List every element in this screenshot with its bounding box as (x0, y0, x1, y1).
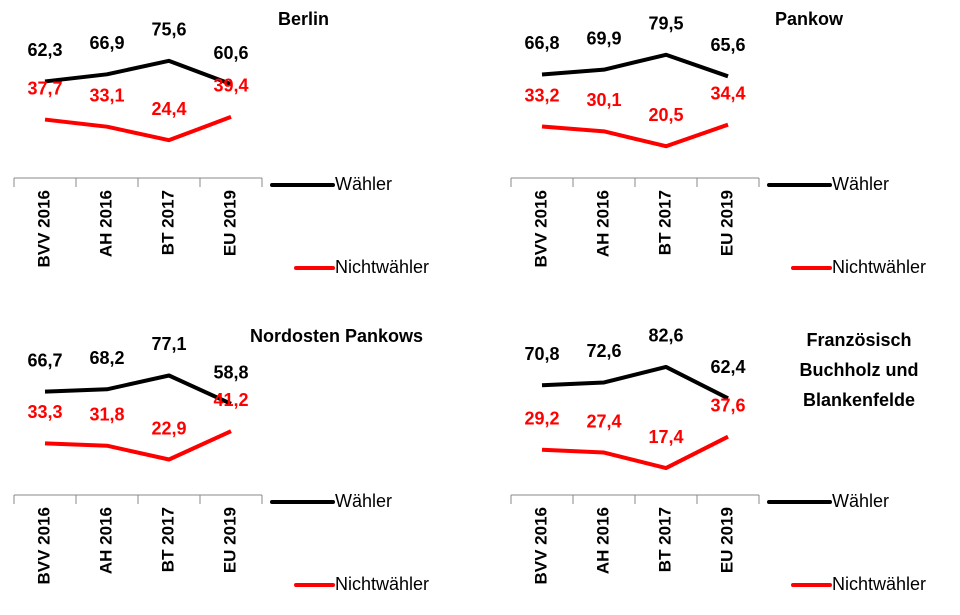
series-line (44, 115, 232, 143)
data-label: 79,5 (648, 14, 683, 34)
data-label: 82,6 (648, 326, 683, 346)
x-tick-label: BVV 2016 (34, 507, 53, 585)
data-label: 20,5 (648, 105, 683, 125)
legend-label: Wähler (832, 174, 889, 194)
chart-title: Französisch (806, 330, 911, 350)
data-label: 27,4 (586, 411, 621, 431)
data-label: 62,4 (710, 357, 745, 377)
chart-title: Berlin (278, 9, 329, 29)
legend-label: Wähler (832, 491, 889, 511)
data-label: 58,8 (213, 363, 248, 383)
series-line (44, 429, 232, 462)
legend-label: Wähler (335, 174, 392, 194)
x-tick-label: AH 2016 (96, 190, 115, 257)
data-label: 24,4 (151, 99, 186, 119)
series-line (44, 373, 232, 406)
data-label: 75,6 (151, 20, 186, 40)
data-label: 66,9 (89, 33, 124, 53)
x-tick-label: EU 2019 (717, 507, 736, 573)
data-label: 69,9 (586, 28, 621, 48)
data-label: 33,3 (27, 402, 62, 422)
data-label: 77,1 (151, 334, 186, 354)
chart-title: Nordosten Pankows (250, 326, 423, 346)
x-tick-label: EU 2019 (220, 507, 239, 573)
chart-panel: Französisch Buchholz und Blankenfelde BVV 2… (510, 326, 926, 594)
data-label: 22,9 (151, 418, 186, 438)
data-label: 72,6 (586, 341, 621, 361)
series-line (541, 122, 729, 149)
data-label: 34,4 (710, 83, 745, 103)
data-label: 37,6 (710, 395, 745, 415)
data-label: 62,3 (27, 40, 62, 60)
chart-panel: Nordosten Pankows BVV 2016 AH 2016 BT 2017 E… (13, 326, 429, 594)
data-label: 33,2 (524, 85, 559, 105)
x-tick-label: EU 2019 (220, 190, 239, 256)
series-line (44, 58, 232, 86)
data-label: 39,4 (213, 76, 248, 96)
x-tick-label: BVV 2016 (531, 507, 550, 585)
legend-label: Wähler (335, 491, 392, 511)
x-tick-label: BT 2017 (655, 190, 674, 255)
x-tick-label: BVV 2016 (531, 190, 550, 268)
data-label: 41,2 (213, 390, 248, 410)
legend-label: Nichtwähler (832, 574, 926, 594)
x-tick-label: EU 2019 (717, 190, 736, 256)
data-label: 37,7 (27, 78, 62, 98)
data-label: 68,2 (89, 348, 124, 368)
data-label: 30,1 (586, 90, 621, 110)
series-line (541, 364, 729, 401)
data-label: 70,8 (524, 344, 559, 364)
legend-label: Nichtwähler (832, 257, 926, 277)
series-line (541, 434, 729, 471)
x-tick-label: AH 2016 (593, 507, 612, 574)
x-tick-label: BT 2017 (158, 190, 177, 255)
series-line (541, 52, 729, 79)
x-tick-label: AH 2016 (593, 190, 612, 257)
data-label: 29,2 (524, 408, 559, 428)
chart-panel: Berlin BVV 2016 AH 2016 BT 2017 EU 2019 62,3 6… (13, 9, 429, 277)
chart-title: Blankenfelde (803, 390, 915, 410)
chart-title: Buchholz und (800, 360, 919, 380)
chart-title: Pankow (775, 9, 844, 29)
data-label: 66,8 (524, 33, 559, 53)
data-label: 17,4 (648, 427, 683, 447)
legend-label: Nichtwähler (335, 257, 429, 277)
x-tick-label: BVV 2016 (34, 190, 53, 268)
data-label: 66,7 (27, 350, 62, 370)
data-label: 60,6 (213, 43, 248, 63)
data-label: 31,8 (89, 404, 124, 424)
data-label: 33,1 (89, 85, 124, 105)
chart-panel: Pankow BVV 2016 AH 2016 BT 2017 EU 2019 66,8 6… (510, 9, 926, 277)
data-label: 65,6 (710, 35, 745, 55)
legend-label: Nichtwähler (335, 574, 429, 594)
x-tick-label: BT 2017 (655, 507, 674, 572)
x-tick-label: AH 2016 (96, 507, 115, 574)
x-tick-label: BT 2017 (158, 507, 177, 572)
